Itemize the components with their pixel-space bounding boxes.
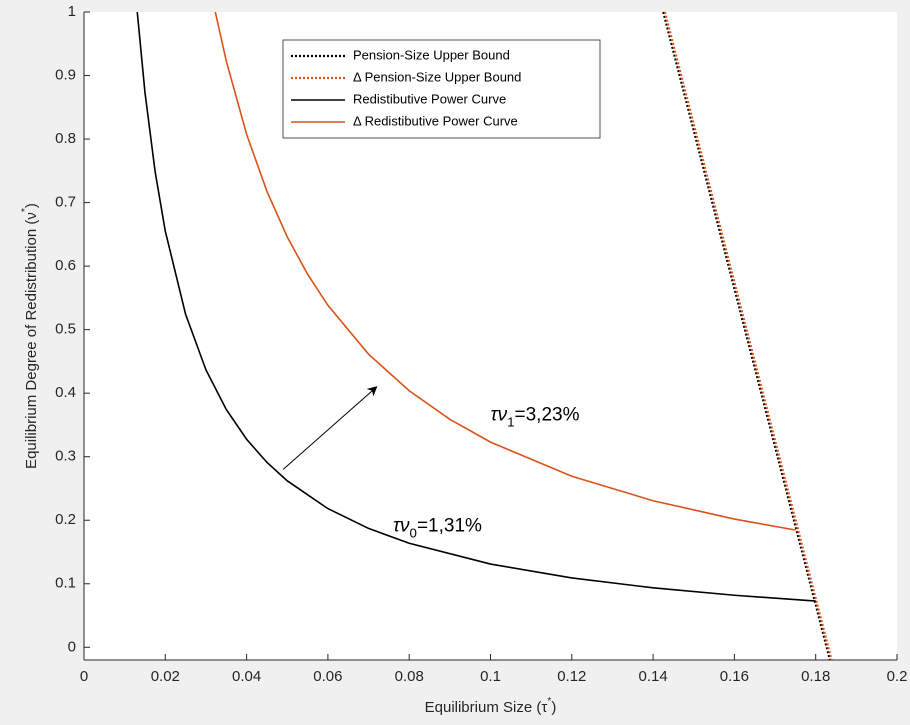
y-tick-label: 0.1 [55, 575, 76, 592]
legend: Pension-Size Upper Bound Δ Pension-Size U… [282, 39, 601, 139]
y-tick-label: 0.3 [55, 448, 76, 465]
y-tick-label: 0.4 [55, 384, 76, 401]
annotation-part: 0 [410, 525, 417, 540]
y-tick-label: 0.8 [55, 130, 76, 147]
x-axis-label-part: ) [551, 699, 556, 716]
x-tick-label: 0.04 [232, 668, 261, 685]
y-tick-label: 0.5 [55, 321, 76, 338]
x-axis-label-part: * [547, 695, 551, 707]
series-line [214, 11, 796, 531]
arrow [282, 386, 378, 470]
y-axis-label-part: * [19, 208, 31, 212]
x-tick-label: 0.06 [313, 668, 342, 685]
x-axis-label-part: Equilibrium Size (τ [425, 699, 548, 716]
legend-label: Δ Redistibutive Power Curve [353, 113, 518, 128]
annotation-part: τν [491, 404, 508, 425]
series-line [662, 11, 831, 661]
annotation-part: =3,23% [515, 404, 580, 425]
y-tick-label: 0 [68, 638, 76, 655]
legend-label: Pension-Size Upper Bound [353, 47, 510, 62]
y-tick-label: 0.9 [55, 66, 76, 83]
y-tick-label: 0.2 [55, 511, 76, 528]
y-tick-label: 1 [68, 3, 76, 20]
legend-label: Δ Pension-Size Upper Bound [353, 69, 521, 84]
x-tick-label: 0.08 [395, 668, 424, 685]
series-line [136, 11, 816, 602]
x-tick-label: 0.1 [480, 668, 501, 685]
x-tick-label: 0.2 [887, 668, 908, 685]
annotation-part: τν [393, 516, 410, 537]
annotation: τν0=1,31% [393, 516, 482, 541]
x-axis-label: Equilibrium Size (τ*) [425, 695, 557, 716]
y-tick-label: 0.7 [55, 194, 76, 211]
x-tick-label: 0 [80, 668, 88, 685]
y-axis-label: Equilibrium Degree of Redistribution (ν*… [19, 203, 40, 469]
y-tick-label: 0.6 [55, 257, 76, 274]
x-tick-label: 0.02 [151, 668, 180, 685]
annotation-part: =1,31% [417, 516, 482, 537]
series-line [663, 11, 833, 661]
x-tick-label: 0.14 [638, 668, 667, 685]
annotation: τν1=3,23% [491, 404, 580, 429]
x-tick-label: 0.16 [720, 668, 749, 685]
y-axis-label-part: Equilibrium Degree of Redistribution (ν [23, 212, 40, 469]
legend-label: Redistibutive Power Curve [353, 91, 506, 106]
y-axis-label-part: ) [23, 203, 40, 208]
x-tick-label: 0.12 [557, 668, 586, 685]
x-tick-label: 0.18 [801, 668, 830, 685]
annotation-part: 1 [507, 414, 514, 429]
